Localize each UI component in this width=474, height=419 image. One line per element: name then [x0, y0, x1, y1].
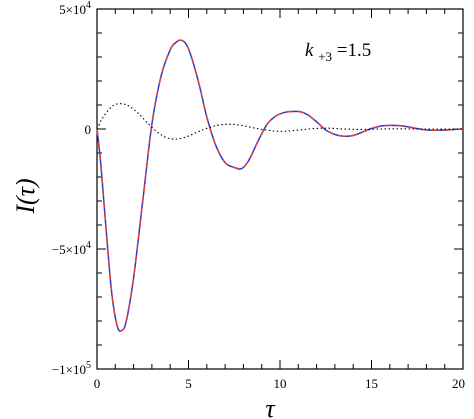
y-tick-exponent: 5	[86, 360, 91, 371]
series-line-dotted	[96, 103, 464, 140]
annotation-value: =1.5	[337, 40, 371, 61]
y-tick-exponent: 4	[86, 0, 91, 11]
y-tick-mantissa: 5×10	[59, 2, 86, 17]
series-line-solid	[96, 39, 464, 332]
x-tick-label: 0	[94, 376, 101, 391]
x-tick-label: 5	[185, 376, 192, 391]
y-tick-label: 0	[85, 122, 92, 137]
annotation-k-label: k +3 =1.5	[305, 40, 371, 66]
x-tick-label: 15	[365, 376, 378, 391]
y-tick-mantissa: 0	[85, 122, 92, 137]
y-tick-label: −5×104	[52, 240, 91, 257]
axis-ticks	[96, 8, 464, 370]
y-tick-label: −1×105	[52, 360, 91, 377]
annotation-subscript: +3	[318, 49, 332, 64]
series-group	[96, 39, 464, 332]
y-tick-label: 5×104	[59, 0, 91, 17]
y-tick-exponent: 4	[86, 240, 91, 251]
y-tick-mantissa: −1×10	[52, 362, 86, 377]
x-axis-title: τ	[265, 394, 276, 419]
x-tick-label: 20	[452, 376, 465, 391]
series-line-dashed	[96, 39, 464, 332]
y-axis-title: I(τ)	[11, 178, 40, 214]
x-tick-label: 10	[274, 376, 287, 391]
y-tick-mantissa: −5×10	[52, 242, 86, 257]
annotation-k: k	[305, 40, 314, 61]
plot-frame	[96, 8, 464, 370]
